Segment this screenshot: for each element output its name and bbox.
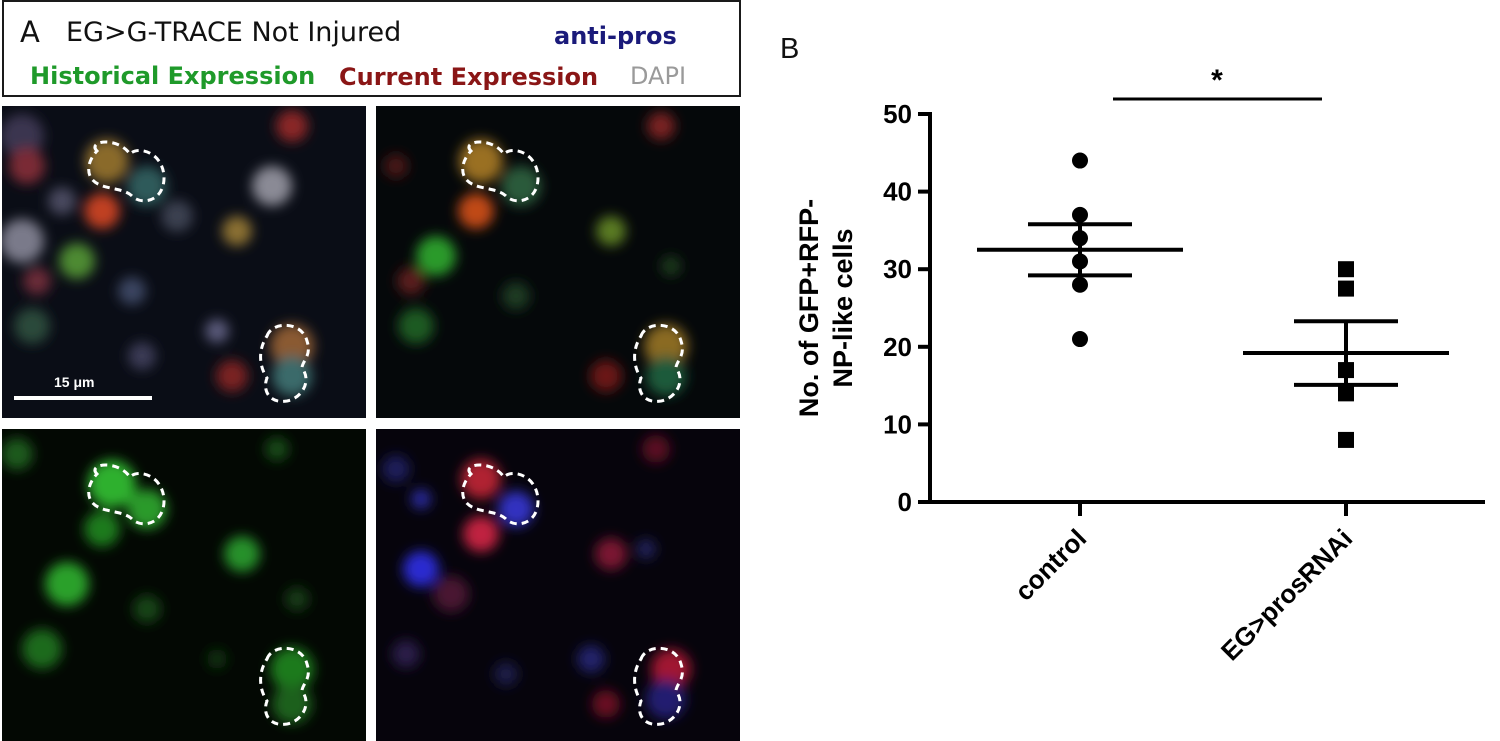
significance-star: * bbox=[1211, 64, 1223, 97]
y-axis-title: No. of GFP+RFP- bbox=[794, 199, 824, 417]
panel-a-label: A bbox=[20, 15, 40, 49]
x-tick-label: control bbox=[1009, 523, 1093, 607]
panel-a-legend: A EG>G-TRACE Not Injured anti-pros Histo… bbox=[2, 0, 741, 97]
scale-bar-label: 15 μm bbox=[54, 374, 95, 390]
data-point-control bbox=[1072, 230, 1088, 247]
y-axis-title: NP-like cells bbox=[828, 228, 858, 387]
y-tick-label: 50 bbox=[883, 99, 912, 129]
data-point-control bbox=[1072, 152, 1088, 169]
dapi-label: DAPI bbox=[630, 62, 687, 90]
panel-a-title: EG>G-TRACE Not Injured bbox=[66, 17, 402, 48]
y-tick-label: 30 bbox=[883, 254, 912, 284]
micrograph-overlay bbox=[376, 106, 740, 418]
y-tick-label: 0 bbox=[898, 487, 912, 517]
y-tick-label: 20 bbox=[883, 332, 912, 362]
y-tick-label: 10 bbox=[883, 409, 912, 439]
data-point-prosrnai bbox=[1338, 385, 1354, 402]
micrograph-current-and-pros bbox=[376, 429, 740, 741]
data-point-prosrnai bbox=[1338, 431, 1354, 448]
panel-b-label: B bbox=[780, 33, 799, 65]
scatter-chart: B 0 10 20 30 40 50 control EG>prosRNAi No. of GF… bbox=[780, 33, 1485, 666]
data-point-prosrnai bbox=[1338, 261, 1354, 278]
y-tick-label: 40 bbox=[883, 177, 912, 207]
current-expression-label: Current Expression bbox=[339, 63, 599, 91]
data-point-control bbox=[1072, 331, 1088, 348]
data-point-control bbox=[1072, 253, 1088, 270]
data-point-prosrnai bbox=[1338, 362, 1354, 379]
x-tick-label: EG>prosRNAi bbox=[1215, 523, 1358, 666]
micrograph-merged: 15 μm bbox=[2, 106, 366, 418]
micrograph-historical-green bbox=[2, 429, 366, 741]
anti-pros-label: anti-pros bbox=[554, 22, 677, 50]
data-point-prosrnai bbox=[1338, 280, 1354, 297]
data-point-control bbox=[1072, 206, 1088, 223]
historical-expression-label: Historical Expression bbox=[30, 62, 316, 90]
data-point-control bbox=[1072, 276, 1088, 293]
